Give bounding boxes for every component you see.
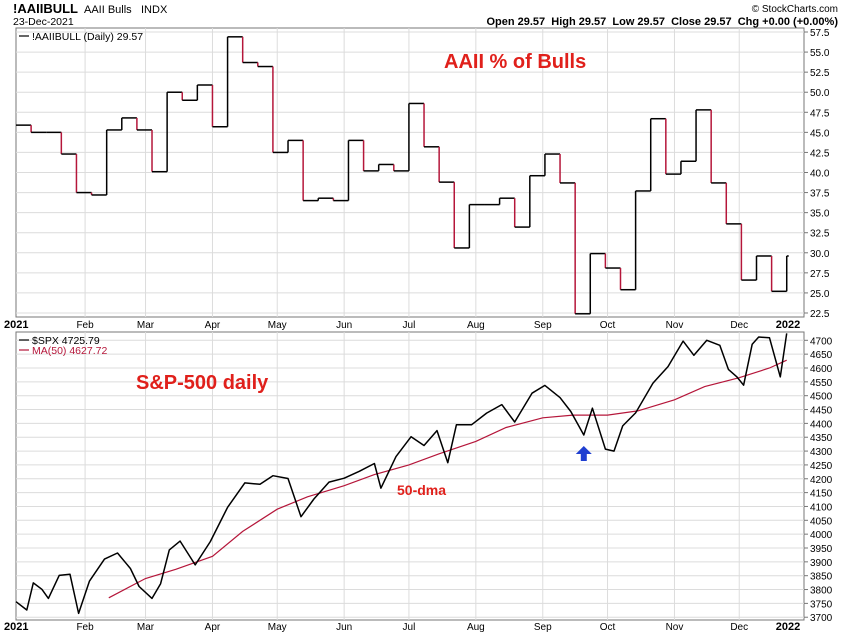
spx-annotation: S&P-500 daily xyxy=(136,372,269,394)
top-xtick-label: 2022 xyxy=(776,319,800,331)
bottom-ytick-label: 4300 xyxy=(810,447,833,458)
bottom-plot-frame xyxy=(15,331,805,621)
bottom-ytick-label: 3700 xyxy=(810,613,833,624)
bottom-ytick-label: 3800 xyxy=(810,586,833,597)
bottom-ytick-label: 4350 xyxy=(810,433,833,444)
top-ytick-label: 55.0 xyxy=(810,48,830,59)
exchange-label: INDX xyxy=(141,4,168,16)
bottom-ytick-label: 3850 xyxy=(810,572,833,583)
bottom-ytick-label: 3950 xyxy=(810,544,833,555)
top-xtick-label: Jul xyxy=(403,320,416,331)
top-ytick-label: 27.5 xyxy=(810,269,830,280)
top-xtick-label: 2021 xyxy=(4,319,28,331)
spx-price-series xyxy=(15,333,788,615)
bottom-ytick-label: 4050 xyxy=(810,516,833,527)
bottom-ytick-label: 4150 xyxy=(810,489,833,500)
bottom-ytick-label: 4250 xyxy=(810,461,833,472)
bottom-xtick-label: Oct xyxy=(600,622,616,633)
symbol-name: AAII Bulls xyxy=(84,4,132,16)
top-ytick-label: 25.0 xyxy=(810,289,830,300)
bottom-y-axis: 3700 3750 3800 3850 3900 3950 4000 4050 4100 4150… xyxy=(804,336,833,624)
bottom-ytick-label: 4000 xyxy=(810,530,833,541)
source-watermark: © StockCharts.com xyxy=(752,4,838,15)
top-xtick-label: Jun xyxy=(336,320,352,331)
bottom-xtick-label: Sep xyxy=(534,622,552,633)
bottom-x-gridlines xyxy=(84,332,740,620)
blue-up-arrow-marker xyxy=(575,446,592,461)
top-y-axis: 22.5 25.0 27.5 30.0 32.5 35.0 37.5 40.0 42.5 45.0… xyxy=(804,28,830,320)
top-xtick-label: Mar xyxy=(137,320,155,331)
up-arrow-icon xyxy=(575,446,592,461)
bottom-xtick-label: 2021 xyxy=(4,621,28,633)
spx-price-line xyxy=(15,333,788,615)
bottom-ytick-label: 3750 xyxy=(810,599,833,610)
top-ytick-label: 32.5 xyxy=(810,229,830,240)
ma-legend-label: MA(50) 4627.72 xyxy=(32,345,107,357)
bottom-xtick-label: 2022 xyxy=(776,621,800,633)
top-legend-label: !AAIIBULL (Daily) 29.57 xyxy=(32,31,143,43)
bottom-ytick-label: 4450 xyxy=(810,406,833,417)
bottom-ytick-label: 4200 xyxy=(810,475,833,486)
top-ytick-label: 45.0 xyxy=(810,128,830,139)
top-ytick-label: 42.5 xyxy=(810,148,830,159)
top-xtick-label: Apr xyxy=(205,320,221,331)
top-ytick-label: 30.0 xyxy=(810,249,830,260)
bottom-xtick-label: Nov xyxy=(666,622,684,633)
bottom-xtick-label: Dec xyxy=(730,622,748,633)
top-ytick-label: 52.5 xyxy=(810,68,830,79)
bottom-xtick-label: May xyxy=(268,622,287,633)
top-ytick-label: 50.0 xyxy=(810,88,830,99)
bottom-ytick-label: 4650 xyxy=(810,350,833,361)
top-xtick-label: Sep xyxy=(534,320,552,331)
top-xtick-label: May xyxy=(268,320,287,331)
bottom-ytick-label: 4600 xyxy=(810,364,833,375)
top-xtick-label: Dec xyxy=(730,320,748,331)
top-panel: 22.5 25.0 27.5 30.0 32.5 35.0 37.5 40.0 42.5 45.0… xyxy=(15,27,830,320)
bottom-xtick-label: Feb xyxy=(76,622,94,633)
top-ytick-label: 35.0 xyxy=(810,209,830,220)
bottom-xtick-label: Mar xyxy=(137,622,155,633)
aaii-bulls-series xyxy=(16,36,789,315)
bottom-ytick-label: 4400 xyxy=(810,419,833,430)
bottom-panel: 3700 3750 3800 3850 3900 3950 4000 4050 4100 4150… xyxy=(15,331,833,624)
bottom-ytick-label: 3900 xyxy=(810,558,833,569)
top-ytick-label: 57.5 xyxy=(810,28,830,39)
bottom-xtick-label: Apr xyxy=(205,622,221,633)
top-xtick-label: Nov xyxy=(666,320,684,331)
bottom-ytick-label: 4100 xyxy=(810,502,833,513)
ma50-line xyxy=(108,359,787,599)
price-legend-label: $SPX 4725.79 xyxy=(32,335,100,347)
top-xtick-label: Aug xyxy=(467,320,485,331)
bottom-xtick-label: Jun xyxy=(336,622,352,633)
top-xtick-label: Oct xyxy=(600,320,616,331)
bottom-xtick-label: Aug xyxy=(467,622,485,633)
top-gridlines xyxy=(16,31,804,314)
top-ytick-label: 47.5 xyxy=(810,108,830,119)
top-x-axis: 2021 Feb Mar Apr May Jun Jul Aug Sep Oct Nov Dec 202… xyxy=(4,319,800,331)
ma50-series xyxy=(108,359,787,599)
ma-annotation: 50-dma xyxy=(397,482,446,498)
symbol-title: !AAIIBULL xyxy=(13,1,78,16)
bottom-xtick-label: Jul xyxy=(403,622,416,633)
quote-readout: Open 29.57 High 29.57 Low 29.57 Close 29… xyxy=(486,16,838,28)
bottom-ytick-label: 4500 xyxy=(810,392,833,403)
bottom-x-axis: 2021 Feb Mar Apr May Jun Jul Aug Sep Oct Nov Dec 202… xyxy=(4,621,800,633)
bottom-ytick-label: 4550 xyxy=(810,378,833,389)
top-xtick-label: Feb xyxy=(76,320,94,331)
top-ytick-label: 37.5 xyxy=(810,189,830,200)
top-x-gridlines xyxy=(84,28,740,317)
top-ytick-label: 22.5 xyxy=(810,309,830,320)
aaii-annotation: AAII % of Bulls xyxy=(444,51,586,73)
bottom-ytick-label: 4700 xyxy=(810,336,833,347)
top-ytick-label: 40.0 xyxy=(810,169,830,180)
chart-date: 23-Dec-2021 xyxy=(13,16,74,28)
